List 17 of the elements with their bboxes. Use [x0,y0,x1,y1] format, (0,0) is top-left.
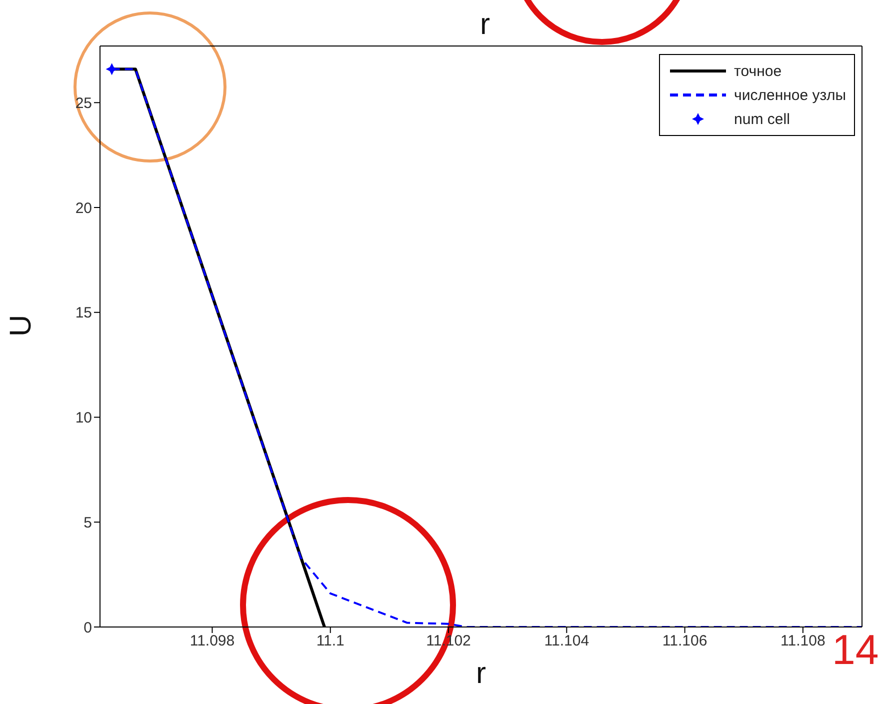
y-tick-label: 10 [75,410,92,427]
x-tick-label: 11.104 [544,632,590,650]
legend-label: численное узлы [734,86,846,104]
x-axis-title: r [476,657,486,690]
legend-label: точное [734,62,782,80]
legend-label: num cell [734,110,790,128]
x-tick-label: 11.098 [190,632,235,650]
annotation: 14 [832,626,879,674]
y-tick-label: 20 [75,200,92,217]
y-tick-label: 5 [84,514,92,532]
y-tick-label: 0 [84,619,92,636]
y-axis-title: U [4,314,38,336]
text: r [480,8,490,42]
x-tick-label: 11.108 [780,632,826,650]
x-tick-label: 11.1 [316,632,344,650]
x-tick-label: 11.106 [662,632,708,650]
y-tick-label: 15 [75,304,92,322]
